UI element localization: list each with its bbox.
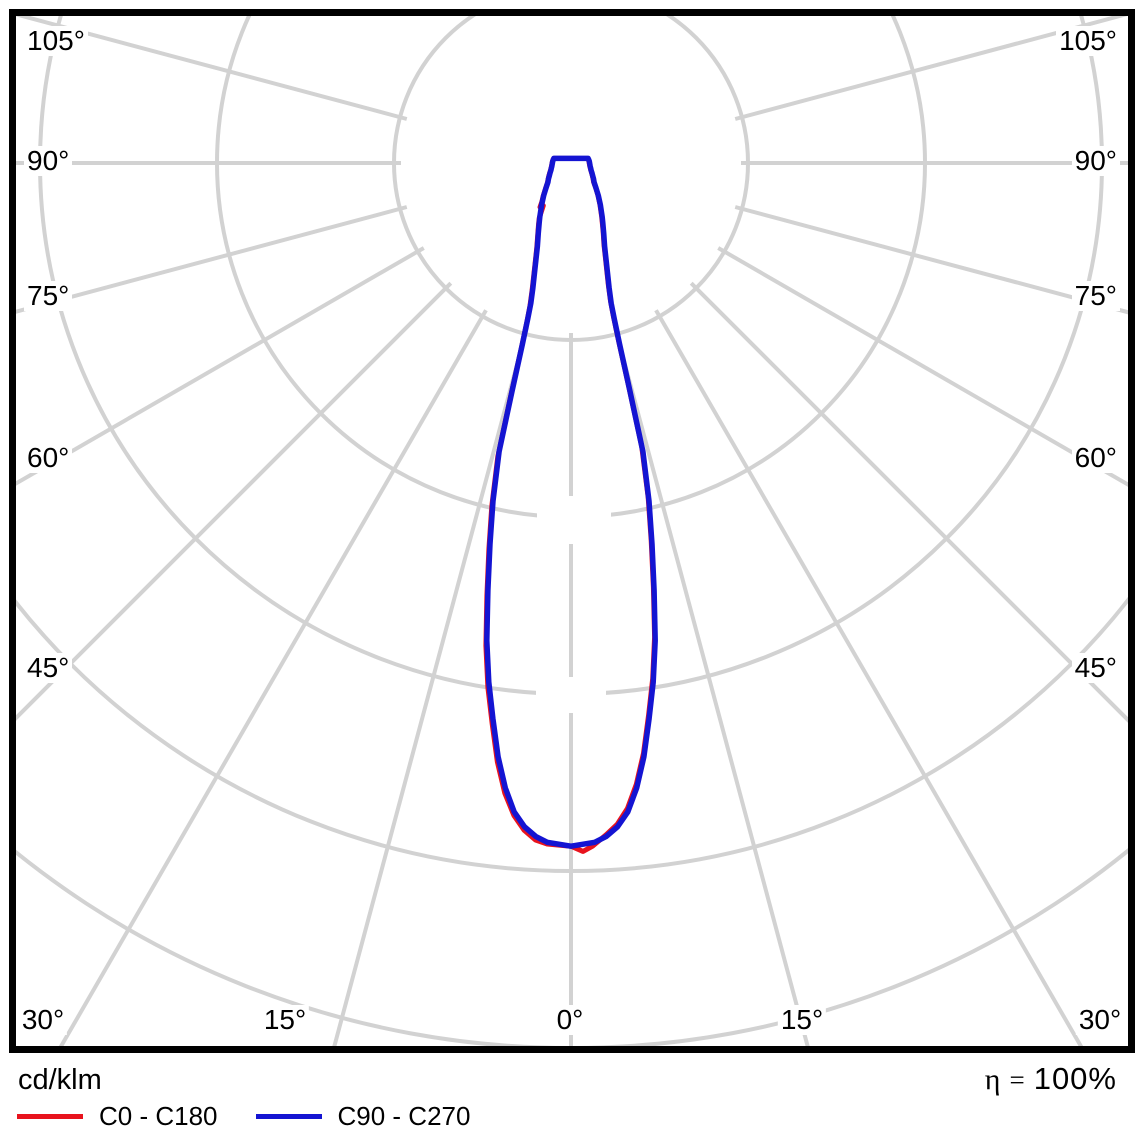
angle-label-right: 60° [1071, 443, 1120, 473]
grid-radial [689, 281, 1128, 723]
efficiency-value: 100% [1033, 1061, 1117, 1096]
grid-radial [332, 326, 529, 1046]
plot-frame [9, 9, 1135, 1053]
legend-label: C0 - C180 [99, 1101, 218, 1131]
angle-label-left: 90° [24, 146, 73, 176]
angle-label-right: 45° [1071, 653, 1120, 683]
grid-radial [734, 16, 1128, 121]
angle-label-bottom: 15° [777, 1005, 827, 1035]
ring-label-mask [537, 496, 611, 544]
grid-radial [717, 246, 1128, 487]
angle-label-bottom: 0° [553, 1005, 587, 1035]
grid-radial [613, 326, 810, 1046]
curve-c90-c270 [484, 155, 658, 849]
grid-radial [16, 246, 425, 486]
angle-label-bottom: 30° [18, 1005, 68, 1035]
legend-item: C90 - C270 [255, 1101, 471, 1131]
legend-line-c0-c180 [17, 1113, 83, 1119]
legend-label: C90 - C270 [337, 1101, 471, 1131]
angle-label-right: 90° [1071, 146, 1120, 176]
angle-label-right: 105° [1056, 26, 1120, 56]
grid-radial [16, 16, 408, 121]
angle-label-left: 75° [24, 281, 73, 311]
grid-radial [58, 309, 488, 1046]
units-label: cd/klm [18, 1064, 102, 1096]
legend-line-c90-c270 [255, 1113, 322, 1119]
efficiency-readout: η = 100% [985, 1063, 1117, 1095]
angle-label-left: 45° [24, 653, 73, 683]
angle-label-bottom: 30° [1075, 1005, 1125, 1035]
grid-radial [654, 309, 1084, 1046]
ring-label-mask [536, 677, 606, 713]
grid-radial [734, 205, 1128, 315]
eta-symbol: η [984, 1063, 1001, 1096]
angle-label-left: 105° [24, 26, 88, 56]
angle-label-left: 60° [24, 443, 73, 473]
angle-label-right: 75° [1071, 281, 1120, 311]
grid-radial [16, 205, 408, 314]
grid-radial [16, 281, 453, 721]
eta-equals-sign: = [1009, 1065, 1025, 1095]
legend-item: C0 - C180 [17, 1103, 218, 1129]
legend: C0 - C180 C90 - C270 [17, 1100, 470, 1132]
angle-label-bottom: 15° [260, 1005, 310, 1035]
